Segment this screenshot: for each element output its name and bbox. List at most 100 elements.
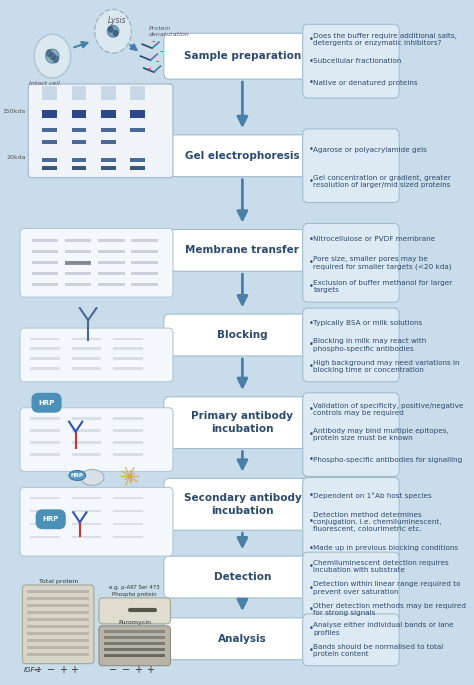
- Text: -: -: [160, 46, 163, 56]
- Bar: [42, 128, 57, 132]
- Text: Gel electrophoresis: Gel electrophoresis: [185, 151, 300, 161]
- Bar: [131, 251, 158, 253]
- Text: Antibody may bind multiple epitopes,
protein size must be known: Antibody may bind multiple epitopes, pro…: [313, 428, 449, 441]
- Text: −: −: [121, 664, 129, 675]
- Bar: [27, 612, 89, 614]
- Bar: [30, 523, 60, 525]
- Text: 150kda: 150kda: [2, 110, 26, 114]
- Bar: [130, 86, 145, 100]
- Bar: [30, 358, 60, 360]
- Bar: [30, 347, 60, 350]
- Bar: [130, 128, 145, 132]
- Bar: [32, 240, 58, 242]
- Bar: [72, 338, 101, 340]
- Text: •: •: [309, 517, 313, 526]
- Bar: [113, 441, 143, 444]
- Text: Dependent on 1°Ab host species: Dependent on 1°Ab host species: [313, 492, 432, 499]
- Bar: [98, 272, 125, 275]
- Bar: [72, 429, 101, 432]
- Text: Subcellular fractionation: Subcellular fractionation: [313, 58, 402, 64]
- Text: e.g. p-AKT Ser 473: e.g. p-AKT Ser 473: [109, 585, 160, 590]
- Text: Blocking: Blocking: [217, 330, 268, 340]
- FancyBboxPatch shape: [28, 84, 173, 177]
- Bar: [72, 417, 101, 420]
- Bar: [131, 272, 158, 275]
- Text: Exclusion of buffer methanol for larger
targets: Exclusion of buffer methanol for larger …: [313, 279, 453, 292]
- Text: •: •: [309, 57, 313, 66]
- Text: 20kda: 20kda: [6, 155, 26, 160]
- Bar: [113, 347, 143, 350]
- Bar: [113, 453, 143, 456]
- FancyBboxPatch shape: [22, 585, 94, 664]
- Bar: [72, 523, 101, 525]
- Bar: [65, 240, 91, 242]
- Text: •: •: [309, 235, 313, 244]
- Text: Puromycin: Puromycin: [118, 620, 151, 625]
- Text: HRP: HRP: [43, 516, 59, 522]
- Bar: [130, 158, 145, 162]
- Bar: [98, 240, 125, 242]
- Text: Secondary antibody
incubation: Secondary antibody incubation: [183, 493, 301, 516]
- Text: •: •: [309, 362, 313, 371]
- Text: •: •: [309, 491, 313, 500]
- Text: IGF-1: IGF-1: [24, 667, 42, 673]
- Text: High background may need variations in
blocking time or concentration: High background may need variations in b…: [313, 360, 460, 373]
- Circle shape: [108, 26, 113, 33]
- Bar: [42, 140, 57, 144]
- Bar: [30, 536, 60, 538]
- FancyBboxPatch shape: [164, 397, 321, 449]
- Circle shape: [34, 34, 71, 78]
- Bar: [42, 158, 57, 162]
- Text: Agarose or polyacrylamide gels: Agarose or polyacrylamide gels: [313, 147, 428, 153]
- Bar: [30, 367, 60, 370]
- Bar: [72, 140, 86, 144]
- FancyBboxPatch shape: [303, 552, 399, 624]
- FancyBboxPatch shape: [99, 598, 171, 624]
- Bar: [113, 417, 143, 420]
- Text: •: •: [309, 625, 313, 634]
- Bar: [72, 358, 101, 360]
- Bar: [72, 441, 101, 444]
- Bar: [72, 536, 101, 538]
- Text: Analyse either individual bands or lane
profiles: Analyse either individual bands or lane …: [313, 622, 454, 636]
- Text: Blocking in milk may react with
phospho-specific antibodies: Blocking in milk may react with phospho-…: [313, 338, 427, 351]
- Text: Native or denatured proteins: Native or denatured proteins: [313, 80, 418, 86]
- Text: •: •: [309, 177, 313, 186]
- Text: •: •: [309, 544, 313, 553]
- Text: Phospho-specific antibodies for signalling: Phospho-specific antibodies for signalli…: [313, 456, 463, 462]
- FancyBboxPatch shape: [303, 393, 399, 477]
- Bar: [72, 347, 101, 350]
- Bar: [30, 510, 60, 512]
- Text: Does the buffer require additional salts,
detergents or enzymatic inhibitors?: Does the buffer require additional salts…: [313, 33, 457, 46]
- Text: Total protein: Total protein: [38, 579, 78, 584]
- Bar: [104, 630, 165, 633]
- Text: •: •: [309, 145, 313, 154]
- Circle shape: [53, 55, 59, 63]
- Text: Gel concentration or gradient, greater
resolution of larger/mid sized proteins: Gel concentration or gradient, greater r…: [313, 175, 451, 188]
- Text: Lysis: Lysis: [108, 16, 127, 25]
- Circle shape: [46, 49, 53, 57]
- Bar: [131, 262, 158, 264]
- Bar: [113, 338, 143, 340]
- Bar: [130, 110, 145, 118]
- Text: HRP: HRP: [71, 473, 84, 478]
- Text: •: •: [309, 340, 313, 349]
- Bar: [30, 453, 60, 456]
- Bar: [27, 619, 89, 621]
- Text: −: −: [34, 664, 42, 675]
- FancyBboxPatch shape: [303, 477, 399, 566]
- Text: Detection within linear range required to
prevent over saturation: Detection within linear range required t…: [313, 582, 461, 595]
- Bar: [113, 510, 143, 512]
- Bar: [100, 86, 116, 100]
- Bar: [72, 453, 101, 456]
- Text: Validation of specificity, positive/negative
controls may be required: Validation of specificity, positive/nega…: [313, 403, 464, 416]
- FancyBboxPatch shape: [164, 618, 321, 660]
- Ellipse shape: [107, 25, 119, 37]
- Text: Pore size, smaller pores may be
required for smaller targets (<20 kda): Pore size, smaller pores may be required…: [313, 256, 452, 270]
- Text: •: •: [309, 282, 313, 290]
- Bar: [27, 639, 89, 642]
- Bar: [27, 632, 89, 635]
- Text: •: •: [309, 319, 313, 327]
- Bar: [72, 110, 86, 118]
- Bar: [131, 240, 158, 242]
